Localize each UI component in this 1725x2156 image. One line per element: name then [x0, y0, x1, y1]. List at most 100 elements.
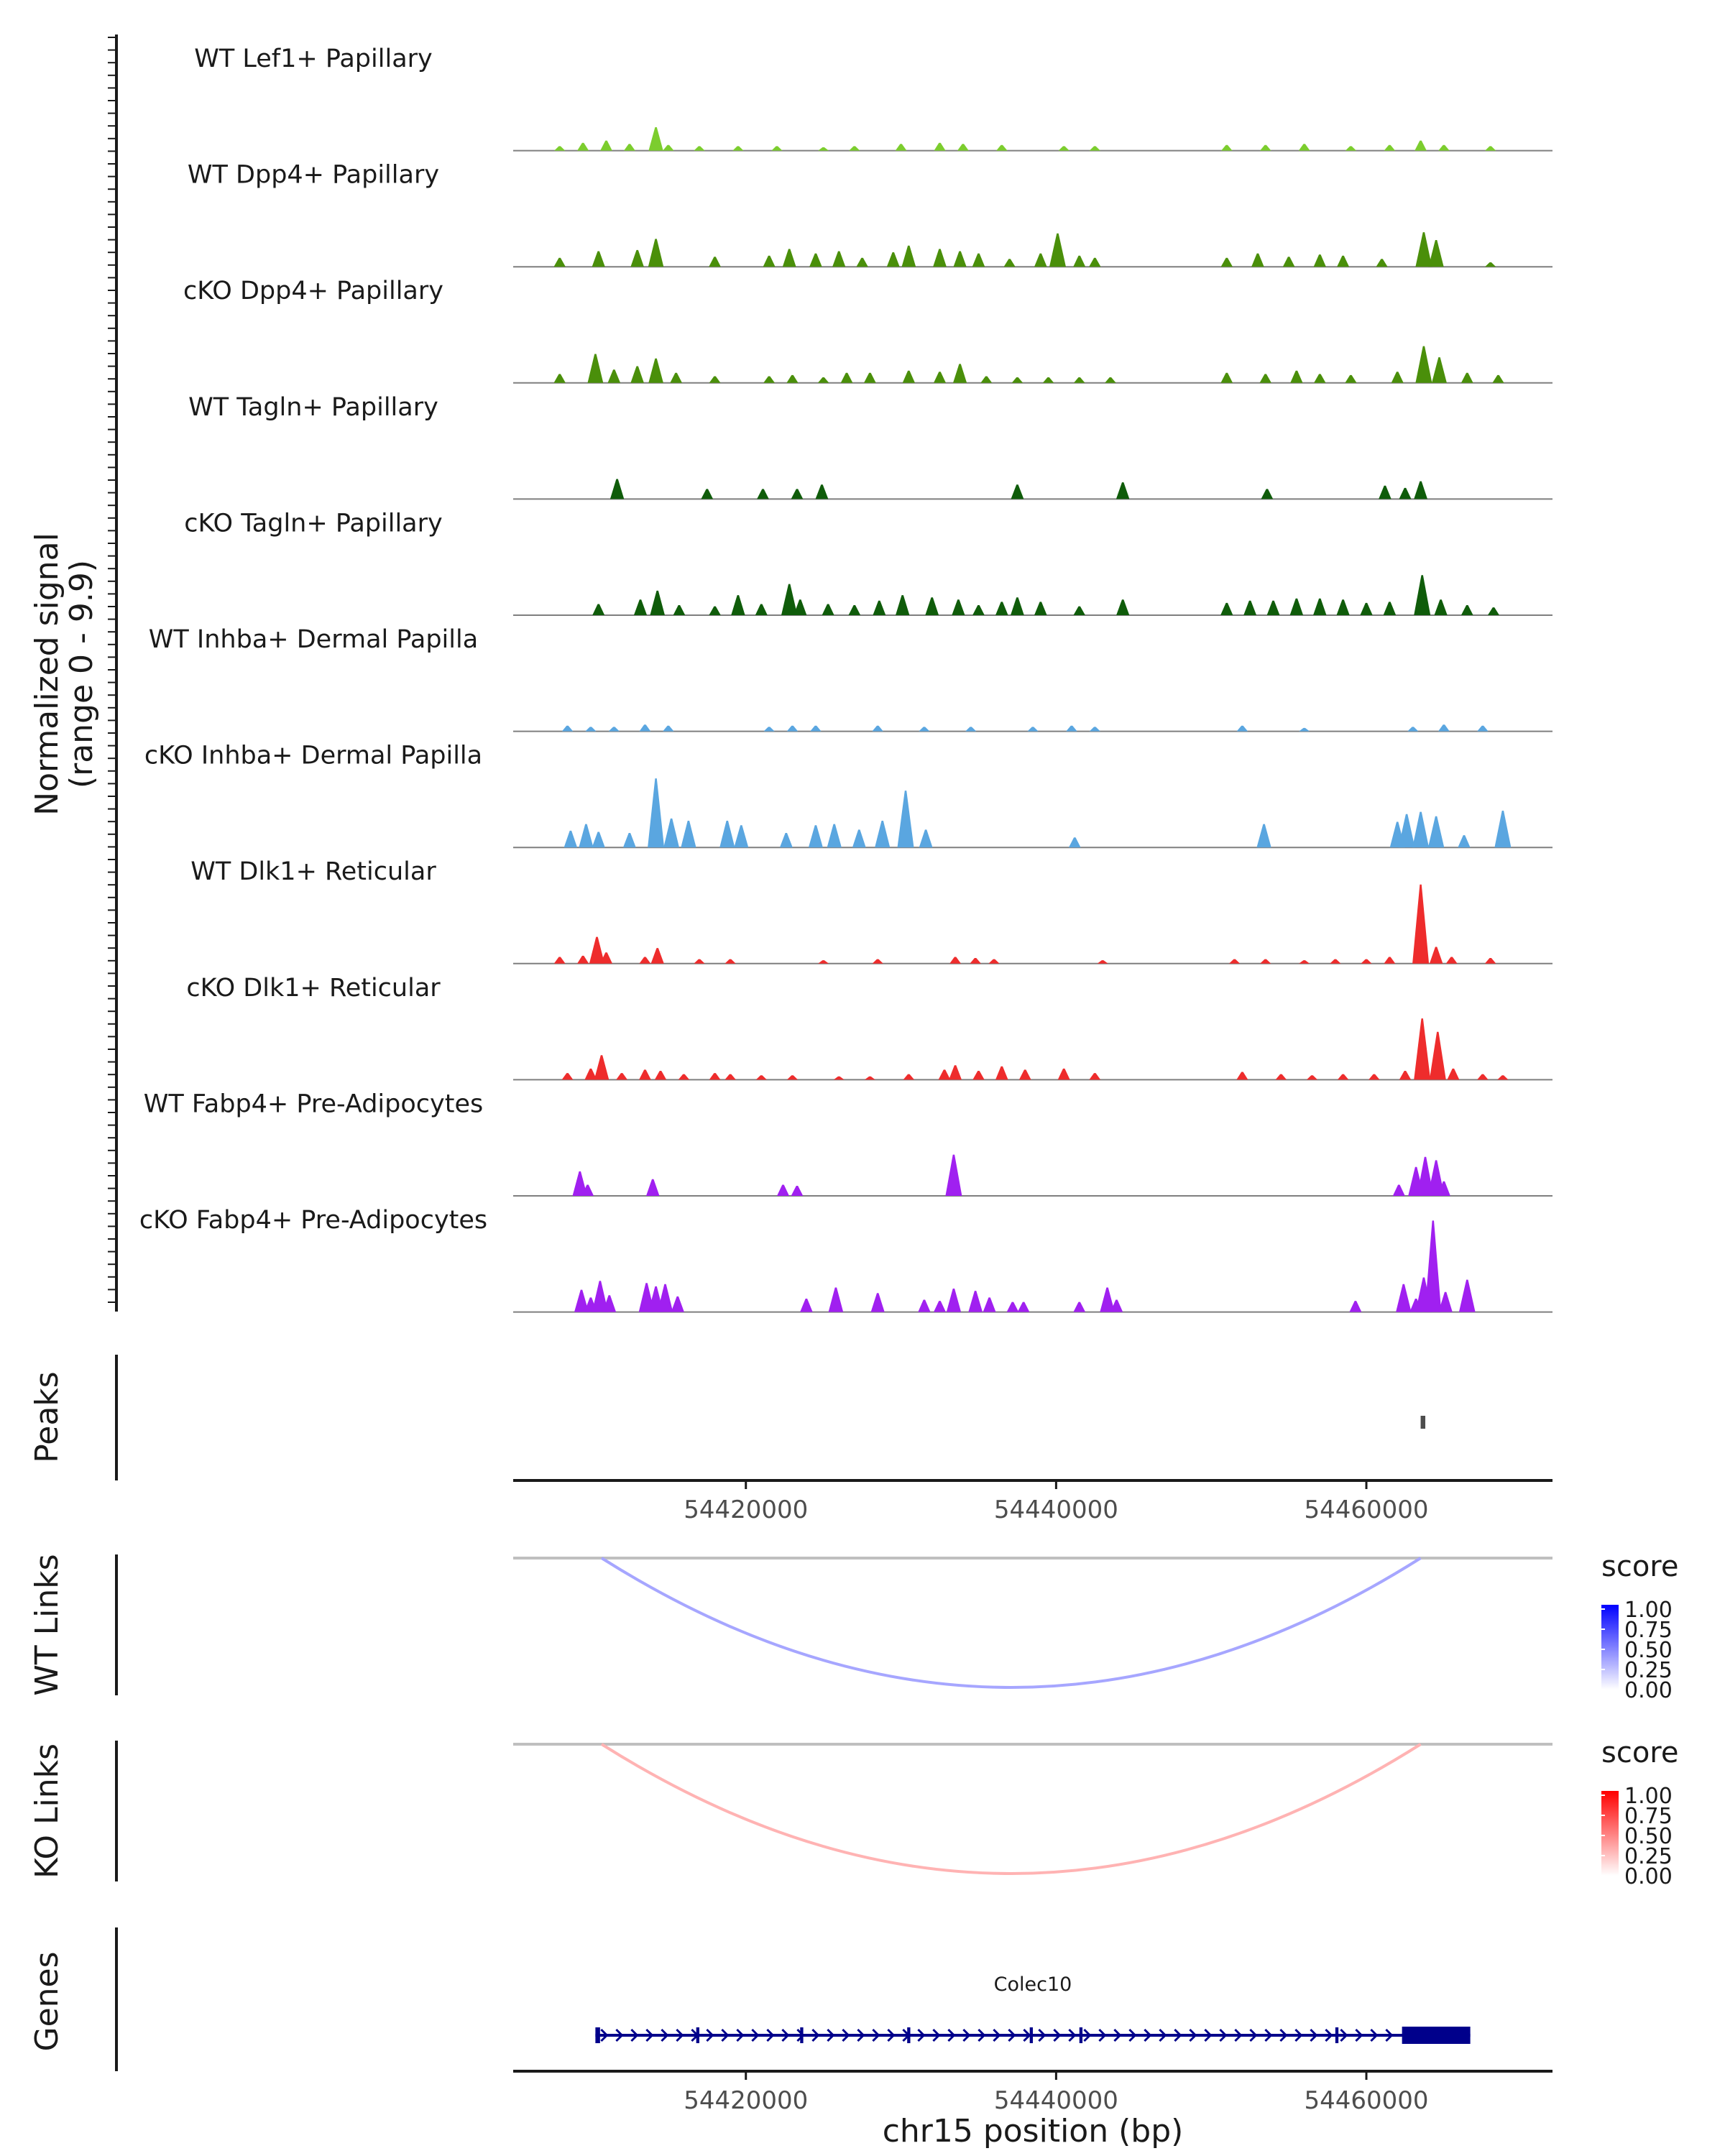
legend-title: score	[1601, 1550, 1678, 1583]
signal-peak	[1299, 727, 1310, 732]
signal-peak	[602, 1295, 617, 1312]
signal-peak	[585, 727, 597, 732]
signal-peak	[622, 833, 636, 848]
signal-peak	[1220, 257, 1233, 267]
track-1: WT Dpp4+ Papillary	[188, 161, 1552, 268]
gene-exon	[907, 2027, 911, 2043]
signal-peak	[1487, 607, 1499, 615]
signal-peak	[577, 142, 589, 151]
strand-arrow	[872, 2028, 880, 2042]
signal-peak	[833, 1076, 845, 1080]
peak-intervals	[1420, 1416, 1426, 1429]
signal-peak	[1058, 146, 1070, 151]
strand-arrow	[751, 2028, 760, 2042]
signal-peak	[1458, 1279, 1476, 1312]
signal-peak	[934, 372, 946, 383]
signal-peak	[934, 1301, 946, 1312]
track-0: WT Lef1+ Papillary	[194, 45, 1552, 152]
strand-arrow	[947, 2028, 956, 2042]
signal-peak	[1034, 253, 1047, 267]
signal-peak	[757, 489, 769, 499]
signal-peak	[918, 1299, 931, 1312]
signal-peak	[849, 146, 860, 151]
signal-peak	[1073, 606, 1085, 615]
signal-peak	[777, 1184, 789, 1196]
track-label: WT Inhba+ Dermal Papilla	[149, 625, 478, 654]
signal-peak	[1027, 727, 1039, 732]
signal-peak	[1425, 1220, 1442, 1312]
signal-peak	[1275, 1074, 1287, 1080]
signal-peak	[1116, 482, 1130, 499]
signal-peak	[763, 376, 775, 383]
signal-peak	[980, 376, 993, 383]
track-label: WT Fabp4+ Pre-Adipocytes	[144, 1089, 483, 1118]
signal-peak	[965, 727, 977, 732]
x-axis-tick-label: 54420000	[684, 1496, 808, 1524]
signal-peak	[919, 727, 930, 732]
legend-tick-label: 0.50	[1624, 1824, 1673, 1849]
signal-peak	[584, 1068, 597, 1080]
signal-peak	[1313, 254, 1326, 267]
link-panel-title: KO Links	[29, 1743, 65, 1879]
genes-panel-title: Genes	[29, 1951, 65, 2051]
strand-arrow	[1219, 2028, 1228, 2042]
strand-arrow	[1310, 2028, 1318, 2042]
signal-peak	[1110, 1299, 1123, 1312]
signal-peak	[574, 1289, 589, 1312]
track-8: cKO Dlk1+ Reticular	[186, 974, 1552, 1081]
signal-peak	[953, 364, 967, 383]
signal-peak	[1006, 1302, 1019, 1312]
signal-peak	[564, 830, 578, 848]
x-axis-title: chr15 position (bp)	[883, 2113, 1184, 2150]
strand-arrow	[1128, 2028, 1137, 2042]
signal-peak	[734, 825, 749, 848]
strand-arrow	[932, 2028, 941, 2042]
signal-peak	[1034, 602, 1047, 615]
signal-peak	[1396, 1284, 1412, 1312]
peaks-panel: Peaks 54420000 54440000 54460000	[29, 1355, 1552, 1524]
signal-peak	[654, 1071, 667, 1080]
strand-arrow	[1385, 2028, 1394, 2042]
signal-peak	[1314, 374, 1326, 383]
legend-tick-label: 1.00	[1624, 1784, 1673, 1809]
signal-peak	[1260, 959, 1271, 964]
legend-tick-label: 0.00	[1624, 1864, 1673, 1889]
gene-exon	[696, 2027, 699, 2043]
signal-peak	[1415, 346, 1432, 383]
signal-peak	[771, 146, 783, 151]
gene-exon	[1079, 2027, 1083, 2043]
signal-peak	[1428, 240, 1444, 267]
signal-peak	[895, 144, 907, 151]
signal-peak	[561, 1073, 574, 1080]
legend-tick-label: 0.50	[1624, 1638, 1673, 1663]
signal-peak	[1379, 485, 1392, 499]
signal-peak	[1042, 377, 1054, 383]
signal-peak	[600, 140, 612, 151]
signal-peak	[1412, 811, 1430, 848]
strand-arrow	[706, 2028, 714, 2042]
signal-peak	[794, 599, 807, 615]
signal-peak	[791, 489, 804, 499]
signal-peak	[809, 253, 822, 267]
link-panel-title: WT Links	[29, 1554, 65, 1695]
signal-peak	[1105, 377, 1116, 383]
signal-peak	[782, 249, 796, 267]
signal-peak	[1345, 374, 1357, 383]
track-9: WT Fabp4+ Pre-Adipocytes	[144, 1089, 1552, 1197]
signal-axis-title: Normalized signal	[29, 533, 65, 816]
signal-peak	[1337, 1074, 1349, 1080]
signal-peak	[670, 372, 682, 383]
signal-peak	[709, 1073, 721, 1080]
strand-arrow	[676, 2028, 684, 2042]
signal-peak	[1485, 262, 1496, 267]
strand-arrow	[766, 2028, 775, 2042]
signal-peak	[663, 725, 674, 732]
signal-peak	[1383, 602, 1397, 615]
signal-peak	[592, 1281, 609, 1312]
signal-peak	[1391, 372, 1404, 383]
strand-arrow	[1279, 2028, 1288, 2042]
score-legend: score 1.000.750.500.250.00	[1601, 1736, 1678, 1889]
signal-peak	[694, 959, 705, 964]
signal-peak	[719, 821, 735, 848]
strand-arrow	[857, 2028, 865, 2042]
